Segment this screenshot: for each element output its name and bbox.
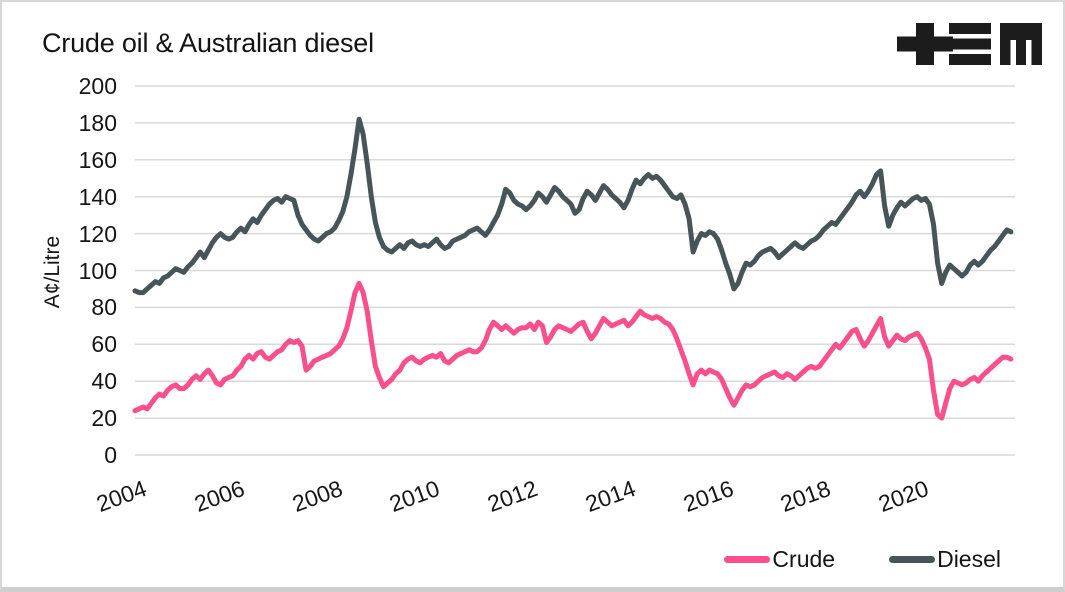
crude-line-swatch-icon bbox=[724, 556, 771, 563]
crude-line bbox=[132, 280, 1014, 421]
y-tick-label-0: 0 bbox=[104, 442, 117, 468]
y-tick-label-80: 80 bbox=[91, 294, 117, 321]
legend-label-crude: Crude bbox=[772, 546, 836, 572]
logo-bar-middle bbox=[949, 38, 991, 50]
logo-bar-bottom bbox=[949, 54, 991, 65]
logo-bar-top bbox=[949, 23, 991, 34]
y-tick-label-20: 20 bbox=[91, 405, 117, 432]
x-tick-label-2012: 2012 bbox=[484, 475, 542, 517]
chart-title: Crude oil & Australian diesel bbox=[42, 28, 374, 58]
y-tick-label-40: 40 bbox=[91, 368, 117, 395]
x-tick-label-2004: 2004 bbox=[92, 475, 150, 517]
y-tick-label-100: 100 bbox=[78, 257, 117, 284]
y-tick-label-160: 160 bbox=[78, 146, 117, 173]
y-tick-label-140: 140 bbox=[78, 183, 117, 210]
legend-item-diesel: Diesel bbox=[889, 546, 1001, 573]
legend-item-crude: Crude bbox=[724, 546, 835, 573]
y-tick-label-60: 60 bbox=[91, 331, 117, 358]
tem-logo-icon bbox=[897, 23, 1042, 65]
x-tick-label-2008: 2008 bbox=[288, 475, 346, 517]
logo-plus-vertical bbox=[916, 23, 934, 65]
legend: Crude Diesel bbox=[724, 546, 1001, 573]
y-tick-label-120: 120 bbox=[78, 220, 117, 247]
x-tick-label-2020: 2020 bbox=[875, 475, 933, 517]
x-tick-label-2006: 2006 bbox=[190, 475, 248, 517]
plot-area bbox=[132, 85, 1015, 456]
x-tick-label-2014: 2014 bbox=[581, 475, 639, 517]
diesel-line-swatch-icon bbox=[889, 556, 936, 563]
x-tick-label-2010: 2010 bbox=[386, 475, 444, 517]
x-tick-label-2016: 2016 bbox=[679, 475, 737, 517]
legend-label-diesel: Diesel bbox=[937, 546, 1001, 572]
x-tick-label-2018: 2018 bbox=[777, 475, 835, 517]
logo-m-glyph bbox=[1000, 23, 1042, 65]
y-tick-label-200: 200 bbox=[78, 73, 117, 99]
diesel-line bbox=[132, 116, 1014, 296]
y-tick-label-180: 180 bbox=[78, 109, 117, 136]
